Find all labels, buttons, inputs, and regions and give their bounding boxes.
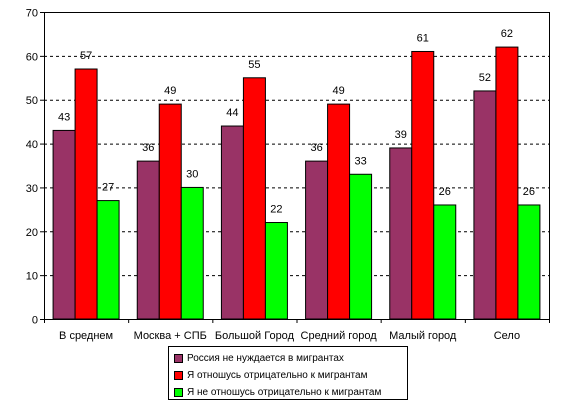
legend-swatch-russia-doesnt-need	[174, 354, 183, 363]
bar	[136, 160, 160, 320]
x-tick-label: Средний город	[301, 330, 378, 342]
x-tick-label: Малый город	[389, 330, 457, 342]
data-label: 52	[479, 72, 491, 84]
legend-label: Я не отношусь отрицательно к мигрантам	[187, 387, 382, 398]
x-tick-label: Большой Город	[215, 330, 295, 342]
bar	[349, 173, 373, 320]
data-label: 33	[354, 155, 366, 167]
bar	[242, 77, 266, 320]
bar	[52, 129, 76, 320]
bar	[305, 160, 329, 320]
y-tick-label: 40	[26, 139, 38, 151]
data-label: 36	[142, 142, 154, 154]
y-tick-label: 60	[26, 51, 38, 63]
y-tick-label: 70	[26, 8, 38, 20]
legend-label: Россия не нуждается в мигрантах	[187, 353, 344, 364]
y-tick-label: 50	[26, 95, 38, 107]
data-label: 62	[501, 28, 513, 40]
y-tick-label: 10	[26, 271, 38, 283]
bar	[327, 103, 351, 320]
bar	[389, 147, 413, 320]
data-label: 22	[270, 204, 282, 216]
x-tick-label: Село	[494, 330, 520, 342]
legend-swatch-not-negative	[174, 388, 183, 397]
legend-label: Я отношусь отрицательно к мигрантам	[187, 370, 368, 381]
legend-item-russia-doesnt-need: Россия не нуждается в мигрантах	[174, 350, 407, 367]
bar	[517, 204, 541, 320]
x-tick-label: В среднем	[59, 330, 113, 342]
legend-item-not-negative: Я не отношусь отрицательно к мигрантам	[174, 384, 407, 401]
data-label: 55	[248, 59, 260, 71]
y-tick-label: 20	[26, 227, 38, 239]
legend-item-negative: Я отношусь отрицательно к мигрантам	[174, 367, 407, 384]
data-label: 26	[439, 186, 451, 198]
legend-swatch-negative	[174, 371, 183, 380]
legend: Россия не нуждается в мигрантах Я отношу…	[168, 346, 408, 400]
data-label: 57	[80, 50, 92, 62]
bar	[411, 50, 435, 320]
data-label: 61	[417, 32, 429, 44]
data-label: 30	[186, 168, 198, 180]
data-label: 26	[523, 186, 535, 198]
bar	[180, 186, 204, 320]
bar	[220, 125, 244, 320]
bar	[473, 90, 497, 320]
bar	[158, 103, 182, 320]
data-label: 36	[310, 142, 322, 154]
data-label: 43	[58, 111, 70, 123]
y-tick-label: 0	[32, 315, 38, 327]
data-label: 27	[102, 182, 114, 194]
data-label: 44	[226, 107, 238, 119]
x-tick-label: Москва + СПБ	[134, 330, 207, 342]
y-tick-label: 30	[26, 183, 38, 195]
data-label: 49	[164, 85, 176, 97]
bar	[433, 204, 457, 320]
data-label: 39	[395, 129, 407, 141]
bar	[495, 46, 519, 320]
bar	[264, 222, 288, 320]
bar	[74, 68, 98, 320]
bar	[96, 200, 120, 320]
data-label: 49	[332, 85, 344, 97]
